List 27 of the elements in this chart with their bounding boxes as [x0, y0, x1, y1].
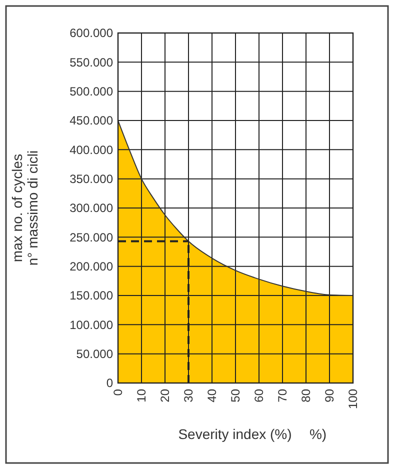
- text: %): [309, 426, 327, 442]
- x-tick-label: 100: [346, 388, 360, 410]
- y-tick-label: 500.000: [70, 84, 114, 99]
- x-tick-label: 10: [134, 388, 149, 402]
- x-tick-label: 50: [228, 388, 243, 402]
- y-tick-label: 300.000: [70, 201, 114, 216]
- y-tick-label: 200.000: [70, 260, 114, 274]
- y-tick-label: 0: [106, 376, 114, 390]
- y-tick-label: 150.000: [70, 288, 114, 303]
- y-tick-label: 400.000: [70, 142, 114, 157]
- y-tick-label: 100.000: [70, 318, 114, 332]
- x-tick-label: 20: [158, 388, 172, 402]
- x-tick-label: 80: [299, 388, 314, 402]
- x-tick-label: 40: [205, 388, 220, 402]
- y-tick-label: 250.000: [70, 230, 114, 244]
- x-axis-title: Severity index (%): [178, 426, 292, 442]
- y-tick-label: 600.000: [70, 26, 114, 40]
- x-tick-label: 90: [322, 388, 337, 402]
- y-tick-label: 50.000: [76, 347, 114, 362]
- x-tick-label: 0: [111, 388, 126, 396]
- x-tick-label: 60: [252, 388, 266, 402]
- y-axis-title: max no. of cycles n° massimo di cicli: [9, 150, 40, 266]
- x-tick-label: 30: [182, 388, 196, 402]
- y-tick-label: 550.000: [70, 55, 114, 70]
- x-tick-label: 70: [276, 388, 290, 402]
- y-tick-label: 450.000: [70, 114, 114, 128]
- y-tick-label: 350.000: [70, 172, 114, 186]
